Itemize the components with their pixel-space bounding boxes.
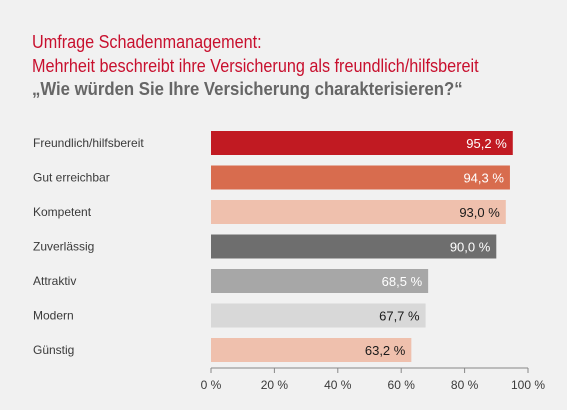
value-label: 68,5 % bbox=[382, 274, 423, 289]
chart-titles: Umfrage Schadenmanagement: Mehrheit besc… bbox=[32, 30, 528, 100]
category-label: Zuverlässig bbox=[33, 240, 94, 254]
value-label: 63,2 % bbox=[365, 343, 406, 358]
value-label: 95,2 % bbox=[466, 136, 507, 151]
value-label: 94,3 % bbox=[463, 171, 504, 186]
category-label: Kompetent bbox=[33, 205, 92, 219]
x-tick-label: 60 % bbox=[388, 378, 416, 392]
bar bbox=[211, 165, 510, 190]
chart-title-line-2: Mehrheit beschreibt ihre Versicherung al… bbox=[32, 56, 479, 76]
bar bbox=[211, 200, 506, 224]
category-label: Freundlich/hilfsbereit bbox=[33, 136, 144, 150]
chart-question: „Wie würden Sie Ihre Versicherung charak… bbox=[32, 79, 463, 99]
value-label: 90,0 % bbox=[450, 240, 491, 255]
value-label: 93,0 % bbox=[459, 205, 500, 220]
x-tick-label: 100 % bbox=[511, 378, 545, 392]
x-tick-label: 20 % bbox=[261, 378, 289, 392]
chart-title-line-1: Umfrage Schadenmanagement: bbox=[32, 32, 262, 52]
category-label: Günstig bbox=[33, 343, 74, 357]
category-label: Attraktiv bbox=[33, 274, 76, 288]
x-tick-label: 0 % bbox=[201, 378, 222, 392]
bar bbox=[211, 338, 412, 362]
value-label: 67,7 % bbox=[379, 309, 420, 324]
category-label: Gut erreichbar bbox=[33, 171, 110, 185]
x-tick-label: 80 % bbox=[451, 378, 479, 392]
bar bbox=[211, 234, 497, 259]
bar bbox=[211, 131, 513, 155]
category-label: Modern bbox=[33, 309, 74, 323]
bar bbox=[211, 269, 429, 293]
bar bbox=[211, 303, 426, 328]
x-tick-label: 40 % bbox=[324, 378, 352, 392]
